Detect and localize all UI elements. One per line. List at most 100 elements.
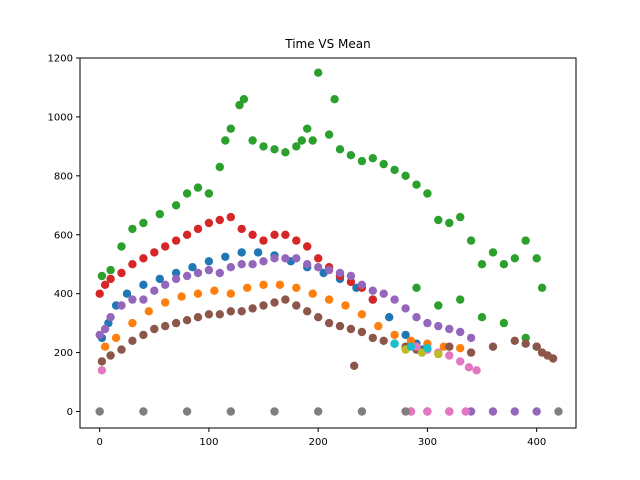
point-2-2 [117, 242, 126, 251]
point-2-29 [368, 154, 377, 163]
point-4-7 [161, 280, 170, 289]
y-tick-label: 200 [54, 348, 73, 359]
point-3-15 [248, 230, 257, 239]
point-2-12 [226, 124, 235, 133]
point-6-11 [461, 407, 470, 416]
point-3-10 [193, 224, 203, 234]
point-4-21 [314, 263, 323, 272]
point-0-10 [237, 248, 246, 257]
point-1-14 [324, 295, 334, 304]
point-0-6 [171, 268, 181, 278]
point-1-7 [210, 286, 219, 295]
point-6-4 [445, 351, 454, 360]
point-3-6 [150, 248, 159, 257]
x-tick-label: 400 [527, 437, 546, 448]
point-4-28 [390, 295, 399, 304]
point-4-15 [248, 260, 257, 269]
point-5-9 [193, 313, 203, 322]
point-2-3 [128, 224, 137, 234]
point-3-5 [139, 254, 148, 263]
point-1-12 [292, 283, 301, 292]
point-7-1 [139, 407, 148, 416]
point-3-0 [95, 289, 104, 298]
point-3-7 [161, 242, 170, 251]
point-7-4 [270, 407, 279, 416]
point-0-4 [139, 280, 148, 289]
point-4-4 [128, 295, 137, 304]
point-4-9 [182, 271, 192, 281]
point-5-22 [335, 321, 345, 331]
point-2-5 [155, 209, 164, 219]
point-2-28 [357, 156, 367, 166]
point-3-1 [100, 280, 110, 289]
point-7-6 [357, 407, 367, 416]
point-2-6 [171, 201, 181, 210]
point-2-0 [97, 271, 107, 281]
point-5-24 [350, 361, 359, 370]
point-2-39 [477, 260, 487, 269]
point-3-2 [106, 274, 115, 284]
point-4-2 [106, 313, 115, 322]
point-2-40 [488, 248, 498, 257]
point-4-12 [215, 268, 224, 278]
point-0-8 [204, 257, 214, 266]
point-0-5 [155, 274, 164, 284]
point-4-29 [401, 304, 410, 313]
x-tick-label: 200 [309, 437, 328, 448]
x-axis: 0 100 200 300 400 [96, 428, 546, 448]
point-5-36 [521, 339, 530, 348]
point-5-0 [97, 357, 107, 366]
point-5-25 [357, 327, 367, 337]
point-1-16 [357, 310, 367, 319]
point-0-3 [122, 289, 132, 298]
y-axis: 0 200 400 600 800 1000 1200 [48, 54, 80, 418]
point-2-26 [335, 145, 345, 154]
point-1-18 [390, 330, 399, 340]
point-9-1 [406, 342, 416, 351]
point-2-35 [434, 215, 443, 225]
point-1-15 [341, 301, 350, 310]
point-2-13 [235, 100, 244, 110]
point-4-13 [226, 263, 235, 272]
point-5-34 [488, 342, 498, 351]
point-2-22 [308, 136, 317, 145]
point-2-38 [466, 236, 476, 245]
x-tick-label: 100 [199, 437, 218, 448]
point-5-27 [379, 336, 388, 345]
point-5-4 [139, 330, 148, 340]
point-2-34 [423, 189, 432, 198]
series-4 [95, 254, 541, 416]
point-4-31 [423, 318, 432, 328]
point-4-1 [100, 324, 110, 334]
point-4-0 [95, 330, 104, 340]
point-5-8 [182, 316, 192, 325]
y-tick-label: 600 [54, 230, 73, 241]
point-2-31 [390, 165, 399, 175]
point-0-19 [385, 313, 394, 322]
point-2-32 [401, 171, 410, 180]
y-tick-label: 1000 [48, 112, 73, 123]
point-4-41 [510, 407, 519, 416]
series-7 [95, 407, 563, 416]
point-5-2 [117, 345, 126, 354]
point-3-18 [281, 230, 290, 239]
point-4-23 [335, 268, 345, 278]
point-2-37 [456, 212, 465, 222]
point-4-27 [379, 289, 388, 298]
point-2-17 [270, 145, 279, 154]
point-1-0 [100, 342, 110, 351]
point-2-41 [499, 260, 509, 269]
point-3-26 [368, 295, 377, 304]
point-1-1 [111, 333, 121, 343]
point-5-17 [281, 295, 290, 304]
point-4-40 [488, 407, 498, 416]
point-0-7 [188, 263, 197, 272]
point-5-20 [314, 313, 323, 322]
point-2-24 [324, 130, 334, 139]
point-6-10 [445, 407, 454, 416]
y-tick-label: 800 [54, 171, 73, 182]
point-1-17 [374, 321, 383, 331]
point-6-6 [464, 363, 474, 372]
point-3-17 [270, 230, 279, 239]
